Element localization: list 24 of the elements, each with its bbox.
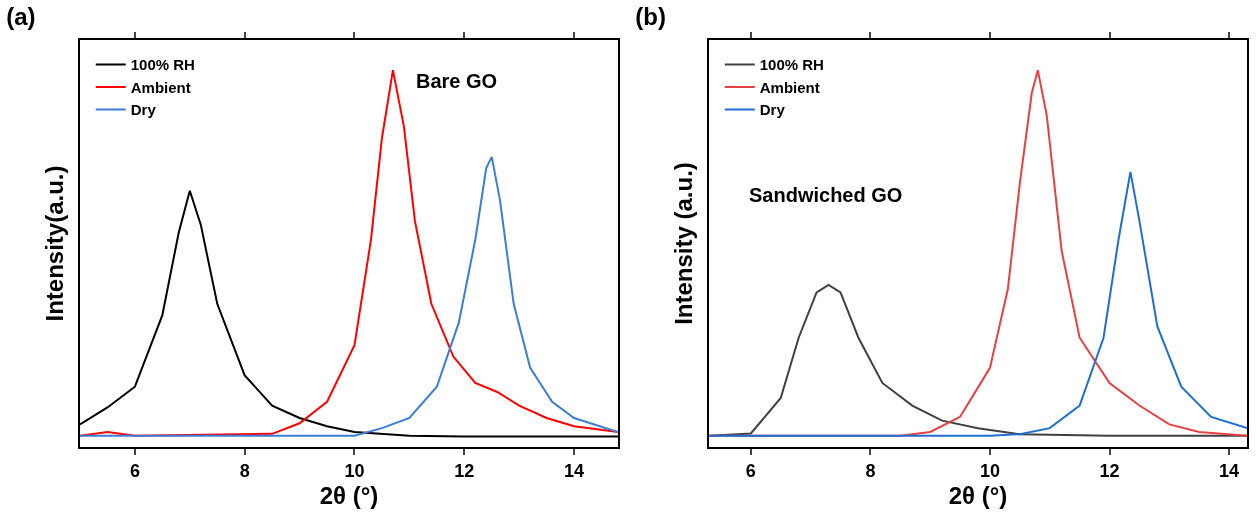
x-tick-label: 8 [865,460,876,481]
x-tick-label: 12 [454,460,475,481]
legend-label: Ambient [130,78,191,96]
annotation: Sandwiched GO [749,184,903,206]
x-tick-label: 12 [1099,460,1120,481]
x-tick-label: 6 [745,460,756,481]
annotation: Bare GO [416,70,498,92]
y-axis-title: Intensity (a.u.) [669,162,697,325]
chart-title: (b) [635,2,666,30]
legend-label: Dry [130,101,157,119]
legend-label: Dry [759,101,786,119]
x-tick-label: 10 [979,460,1000,481]
x-tick-label: 8 [239,460,250,481]
x-axis-title: 2θ (°) [319,482,379,510]
legend-label: 100% RH [130,56,195,74]
y-axis-title: Intensity(a.u.) [40,165,68,322]
x-tick-label: 14 [564,460,585,481]
chart-title: (a) [6,2,36,30]
x-tick-label: 10 [344,460,365,481]
legend-label: Ambient [759,78,820,96]
x-tick-label: 14 [1219,460,1240,481]
legend-label: 100% RH [759,56,824,74]
x-axis-title: 2θ (°) [948,482,1008,510]
x-tick-label: 6 [129,460,140,481]
